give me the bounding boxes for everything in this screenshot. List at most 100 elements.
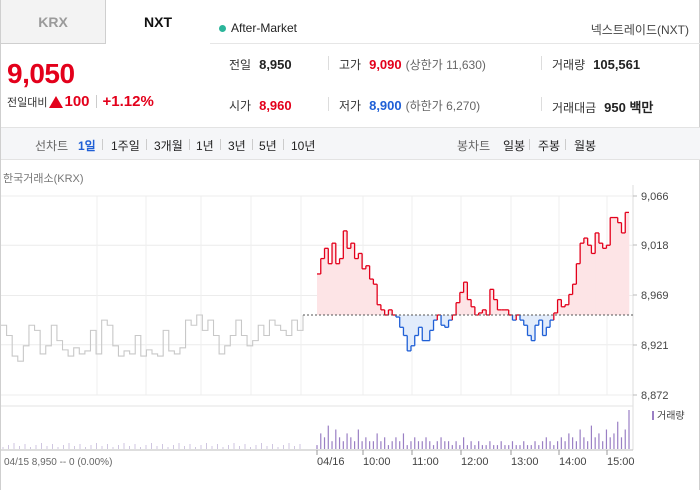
up-fill — [354, 258, 359, 315]
up-fill — [324, 248, 329, 315]
period-divider — [529, 139, 530, 150]
down-fill — [523, 314, 528, 326]
down-fill — [538, 314, 543, 321]
down-fill — [535, 314, 540, 326]
down-fill — [546, 314, 551, 328]
up-fill — [598, 243, 603, 315]
up-fill — [617, 222, 622, 315]
up-fill — [568, 294, 573, 315]
up-fill — [606, 245, 611, 315]
down-fill — [410, 314, 416, 346]
period-10y[interactable]: 10년 — [291, 139, 316, 153]
price-fill — [317, 212, 630, 351]
up-fill — [343, 230, 348, 315]
down-fill — [407, 314, 412, 351]
chart-source-caption: 한국거래소(KRX) — [3, 173, 84, 185]
stat-high: 고가 9,090 (상한가 11,630) — [339, 57, 486, 72]
down-fill — [441, 314, 446, 326]
x-axis-ticks: 04/16 10:00 11:00 12:00 13:00 14:00 15:00 04/15… — [4, 450, 635, 468]
period-divider — [283, 139, 284, 150]
period-divider — [146, 139, 147, 150]
down-fill — [519, 314, 525, 321]
up-fill — [497, 309, 502, 315]
stat-prev-close: 전일 8,950 — [229, 57, 292, 72]
x-tick-label: 10:00 — [363, 456, 391, 468]
up-fill — [471, 306, 476, 315]
up-fill — [587, 245, 592, 315]
up-fill — [362, 268, 367, 315]
stat-low: 저가 8,900 (하한가 6,270) — [339, 98, 481, 113]
stat-divider — [328, 97, 329, 111]
up-fill — [358, 253, 363, 315]
up-fill — [332, 243, 337, 315]
up-fill — [365, 265, 370, 315]
volume-legend-label: 거래량 — [657, 410, 685, 422]
down-fill — [418, 314, 423, 328]
down-fill — [531, 314, 536, 341]
up-fill — [369, 279, 374, 315]
tab-krx[interactable]: KRX — [1, 0, 106, 44]
up-fill — [565, 304, 570, 315]
up-fill — [501, 309, 506, 315]
up-fill — [613, 217, 619, 315]
down-fill — [433, 314, 438, 321]
line-chart-label: 선차트 — [35, 139, 69, 153]
up-fill — [456, 302, 461, 315]
x-tick-label: 15:00 — [607, 456, 635, 468]
up-fill — [625, 212, 630, 315]
up-fill — [478, 312, 483, 315]
tab-nxt[interactable]: NXT — [106, 0, 210, 44]
stat-open: 시가 8,960 — [229, 98, 292, 113]
x-tick-label: 04/16 — [317, 456, 345, 468]
change-label: 전일대비 — [7, 96, 48, 109]
up-fill — [328, 263, 333, 315]
volume-legend: 거래량 — [652, 410, 685, 422]
up-fill — [380, 309, 385, 315]
up-triangle-icon — [49, 95, 64, 108]
up-fill — [388, 309, 393, 315]
period-1d[interactable]: 1일 — [78, 139, 96, 153]
up-fill — [610, 217, 615, 315]
period-5y[interactable]: 5년 — [259, 139, 277, 153]
y-tick-label: 8,872 — [641, 390, 669, 402]
y-tick-label: 8,921 — [641, 340, 669, 352]
candle-daily[interactable]: 일봉 — [503, 139, 526, 153]
up-fill — [459, 292, 464, 315]
change-amount: 100 — [64, 93, 90, 110]
period-divider — [220, 139, 221, 150]
up-fill — [580, 243, 585, 315]
price-change: 전일대비 100 +1.12% — [7, 93, 154, 110]
stat-divider — [541, 97, 542, 111]
period-1y[interactable]: 1년 — [196, 139, 214, 153]
down-fill — [395, 314, 400, 318]
up-fill — [576, 263, 581, 315]
up-fill — [595, 232, 600, 315]
stat-amount: 거래대금 950 백만 — [552, 100, 654, 115]
period-1w[interactable]: 1주일 — [111, 139, 140, 153]
session-indicator: After-Market — [219, 21, 297, 35]
up-fill — [377, 304, 382, 315]
up-fill — [350, 243, 355, 315]
up-fill — [561, 306, 566, 315]
period-divider — [102, 139, 103, 150]
down-fill — [414, 314, 419, 336]
tab-bar-spacer — [210, 0, 700, 44]
y-axis-ticks: 9,066 9,018 8,969 8,921 8,872 — [633, 191, 669, 402]
candle-weekly[interactable]: 주봉 — [538, 139, 561, 153]
candle-monthly[interactable]: 월봉 — [574, 139, 597, 153]
up-fill — [621, 232, 626, 315]
down-fill — [422, 314, 427, 341]
prev-day-info: 04/15 8,950 -- 0 (0.00%) — [4, 457, 112, 468]
down-fill — [429, 314, 434, 331]
period-3m[interactable]: 3개월 — [154, 139, 183, 153]
x-tick-label: 11:00 — [412, 456, 439, 468]
down-fill — [403, 314, 408, 336]
period-3y[interactable]: 3년 — [228, 139, 246, 153]
y-tick-label: 9,066 — [641, 191, 669, 203]
x-tick-label: 12:00 — [461, 456, 489, 468]
down-fill — [550, 314, 555, 321]
up-fill — [553, 312, 558, 315]
period-bar: 선차트 1일 1주일 3개월 1년 3년 5년 10년 봉차트 일봉 주봉 월봉 — [1, 127, 700, 160]
source-label: 넥스트레이드(NXT) — [590, 23, 689, 37]
